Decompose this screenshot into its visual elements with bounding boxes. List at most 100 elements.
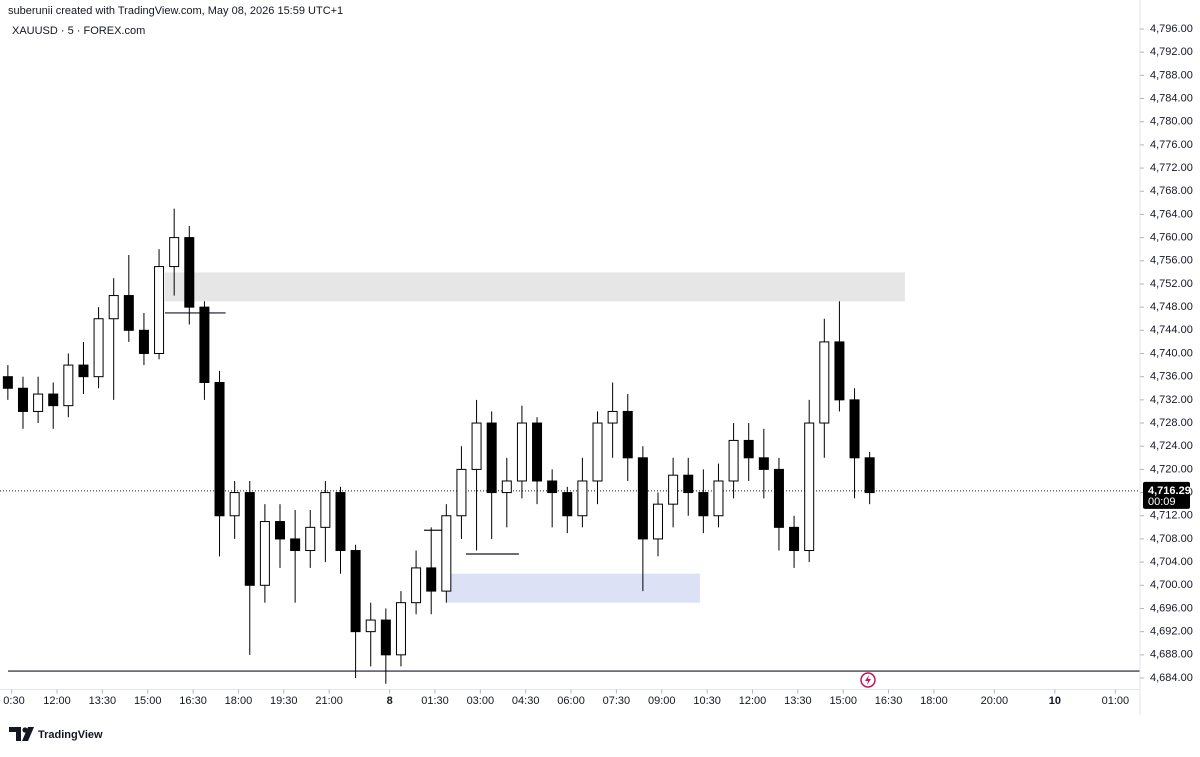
y-tick-label: 4,780.00 [1150,116,1193,128]
candle-body [758,457,769,470]
x-tick-label: 16:30 [179,695,207,707]
candle-body [365,619,376,633]
last-price-box [1143,481,1190,509]
y-tick-label: 4,764.00 [1150,208,1193,220]
candle-body [138,329,149,354]
candle-body [2,376,13,389]
y-tick-label: 4,724.00 [1150,440,1193,452]
brand-name: TradingView [38,729,103,741]
candle-body [516,422,527,482]
candle-body [290,538,301,552]
candle-body [728,439,739,482]
header-text: suberunii created with TradingView.com, … [8,5,343,17]
candle-body [834,341,845,401]
candle-body [123,295,134,331]
x-tick-label: 16:30 [875,695,903,707]
candle-body [48,393,59,407]
candle-body [577,480,588,517]
x-tick-label: 03:00 [467,695,495,707]
plot-area [0,208,1140,684]
x-tick-label: 09:00 [648,695,676,707]
x-tick-label: 10 [1049,695,1061,707]
candle-body [471,422,482,470]
x-tick-label: 8 [387,695,393,707]
candle-body [547,480,558,494]
candle-body [698,492,709,517]
candle-body [78,364,89,378]
candle-body [93,318,104,378]
candle-body [275,521,286,540]
candle-body [607,410,618,424]
candle-body [804,422,815,552]
y-tick-label: 4,792.00 [1150,46,1193,58]
candle-body [380,619,391,656]
x-tick-label: 20:00 [981,695,1009,707]
candle-body [501,480,512,494]
zone [164,272,905,302]
y-tick-label: 4,732.00 [1150,394,1193,406]
x-tick-label: 10:30 [693,695,721,707]
candle-body [713,480,724,517]
y-tick-label: 4,760.00 [1150,232,1193,244]
y-tick-label: 4,696.00 [1150,602,1193,614]
y-tick-label: 4,684.00 [1150,672,1193,684]
y-tick-label: 4,728.00 [1150,417,1193,429]
candle-body [350,550,361,633]
candle-body [668,474,679,505]
x-tick-label: 07:30 [603,695,631,707]
y-tick-label: 4,692.00 [1150,626,1193,638]
y-tick-label: 4,788.00 [1150,69,1193,81]
candle-body [652,503,663,540]
candle-body [154,266,165,354]
x-tick-label: 21:00 [315,695,343,707]
candle-body [622,410,633,459]
candle-body [456,468,467,517]
candle-body [320,492,331,528]
candle-body [184,237,195,308]
y-tick-label: 4,752.00 [1150,278,1193,290]
candle-body [244,492,255,586]
candle-body [819,341,830,424]
y-tick-label: 4,712.00 [1150,510,1193,522]
last-price-label: 4,716.29 [1148,485,1191,497]
zone [446,573,701,603]
countdown-label: 00:09 [1148,496,1176,508]
candle-body [169,237,180,268]
y-tick-label: 4,720.00 [1150,463,1193,475]
x-tick-label: 06:00 [557,695,585,707]
candle-body [426,567,437,592]
x-tick-label: 12:00 [739,695,767,707]
candle-body [305,526,316,552]
y-tick-label: 4,740.00 [1150,347,1193,359]
candle-body [335,492,346,552]
candle-body [562,492,573,517]
candle-body [789,526,800,552]
candle-body [683,474,694,494]
x-tick-label: 12:00 [43,695,71,707]
x-tick-label: 01:00 [1102,695,1130,707]
candle-body [17,387,28,412]
y-tick-label: 4,704.00 [1150,556,1193,568]
x-tick-label: 18:00 [225,695,253,707]
candle-body [864,457,875,494]
candle-body [486,422,497,494]
y-tick-label: 4,748.00 [1150,301,1193,313]
y-tick-label: 4,768.00 [1150,185,1193,197]
y-tick-label: 4,796.00 [1150,23,1193,35]
candle-body [63,364,74,407]
lightning-icon [860,672,876,688]
y-tick-label: 4,744.00 [1150,324,1193,336]
y-tick-label: 4,756.00 [1150,255,1193,267]
x-tick-label: 0:30 [3,695,24,707]
candle-body [849,399,860,459]
candle-body [229,492,240,517]
y-tick-label: 4,784.00 [1150,92,1193,104]
candle-body [395,602,406,656]
y-tick-label: 4,708.00 [1150,533,1193,545]
y-tick-label: 4,776.00 [1150,139,1193,151]
x-tick-label: 04:30 [512,695,540,707]
candle-body [214,381,225,517]
y-tick-label: 4,700.00 [1150,579,1193,591]
x-tick-label: 18:00 [920,695,948,707]
